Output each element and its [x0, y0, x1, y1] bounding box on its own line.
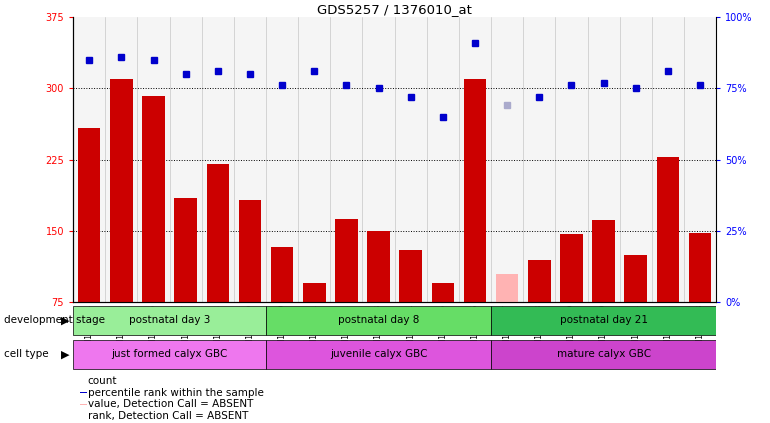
Bar: [110, 79, 132, 302]
Bar: [266, 306, 491, 335]
Bar: [78, 128, 100, 302]
Text: development stage: development stage: [4, 316, 105, 325]
Text: ▶: ▶: [61, 316, 69, 325]
Text: ▶: ▶: [61, 349, 69, 359]
Text: rank, Detection Call = ABSENT: rank, Detection Call = ABSENT: [88, 411, 248, 421]
Bar: [79, 381, 86, 382]
Text: postnatal day 21: postnatal day 21: [560, 316, 648, 325]
Text: just formed calyx GBC: just formed calyx GBC: [112, 349, 228, 359]
Bar: [79, 404, 86, 405]
Text: percentile rank within the sample: percentile rank within the sample: [88, 387, 263, 398]
Bar: [266, 340, 491, 368]
Bar: [79, 415, 86, 417]
Bar: [624, 255, 647, 302]
Bar: [592, 220, 614, 302]
Bar: [464, 79, 486, 302]
Bar: [491, 340, 716, 368]
Bar: [271, 247, 293, 302]
Bar: [175, 198, 197, 302]
Bar: [73, 306, 266, 335]
Bar: [206, 165, 229, 302]
Bar: [73, 340, 266, 368]
Text: postnatal day 8: postnatal day 8: [338, 316, 419, 325]
Bar: [496, 274, 518, 302]
Bar: [689, 233, 711, 302]
Text: cell type: cell type: [4, 349, 49, 359]
Bar: [303, 283, 326, 302]
Title: GDS5257 / 1376010_at: GDS5257 / 1376010_at: [317, 3, 472, 16]
Text: mature calyx GBC: mature calyx GBC: [557, 349, 651, 359]
Bar: [367, 231, 390, 302]
Bar: [657, 157, 679, 302]
Text: count: count: [88, 376, 117, 386]
Bar: [400, 250, 422, 302]
Bar: [528, 260, 551, 302]
Bar: [491, 306, 716, 335]
Bar: [142, 96, 165, 302]
Bar: [79, 392, 86, 393]
Bar: [561, 234, 583, 302]
Bar: [239, 200, 261, 302]
Text: postnatal day 3: postnatal day 3: [129, 316, 210, 325]
Text: juvenile calyx GBC: juvenile calyx GBC: [330, 349, 427, 359]
Bar: [335, 219, 357, 302]
Bar: [432, 283, 454, 302]
Text: value, Detection Call = ABSENT: value, Detection Call = ABSENT: [88, 399, 253, 409]
